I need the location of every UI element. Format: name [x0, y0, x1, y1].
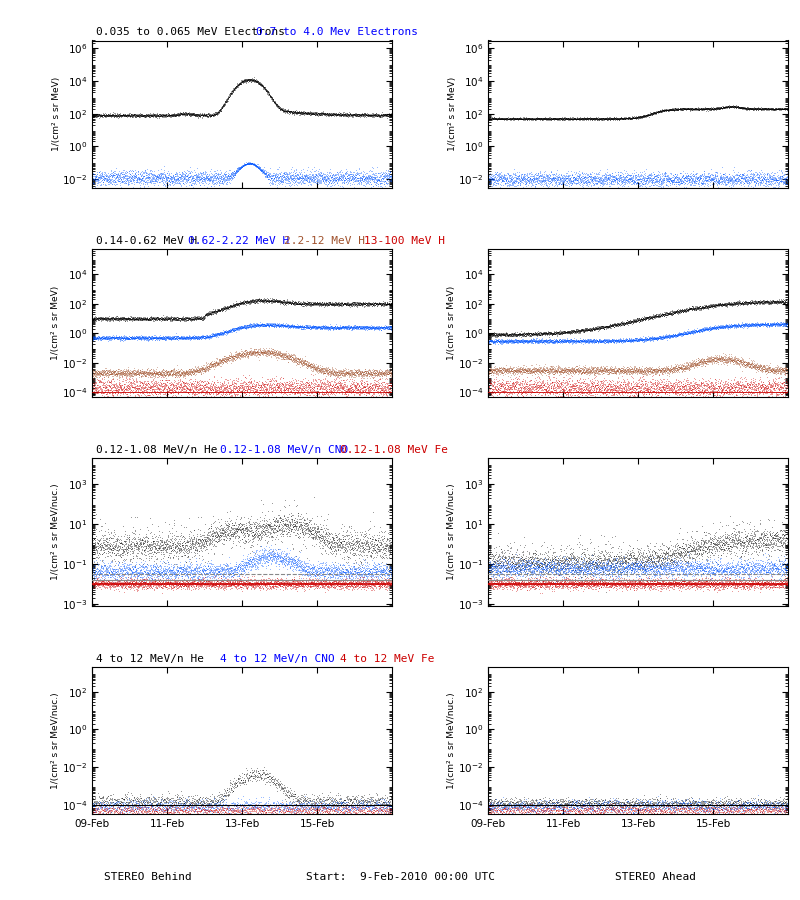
Y-axis label: 1/(cm² s sr MeV/nuc.): 1/(cm² s sr MeV/nuc.)	[51, 483, 60, 580]
Y-axis label: 1/(cm² s sr MeV): 1/(cm² s sr MeV)	[51, 76, 61, 151]
Text: 0.62-2.22 MeV H: 0.62-2.22 MeV H	[188, 236, 290, 246]
Text: STEREO Ahead: STEREO Ahead	[615, 872, 696, 882]
Y-axis label: 1/(cm² s sr MeV/nuc.): 1/(cm² s sr MeV/nuc.)	[447, 483, 456, 580]
Text: 2.2-12 MeV H: 2.2-12 MeV H	[284, 236, 365, 246]
Y-axis label: 1/(cm² s sr MeV): 1/(cm² s sr MeV)	[447, 76, 457, 151]
Text: Start:  9-Feb-2010 00:00 UTC: Start: 9-Feb-2010 00:00 UTC	[306, 872, 494, 882]
Text: 0.14-0.62 MeV H: 0.14-0.62 MeV H	[96, 236, 198, 246]
Y-axis label: 1/(cm² s sr MeV): 1/(cm² s sr MeV)	[51, 286, 60, 360]
Text: 0.12-1.08 MeV/n CNO: 0.12-1.08 MeV/n CNO	[220, 445, 348, 455]
Y-axis label: 1/(cm² s sr MeV/nuc.): 1/(cm² s sr MeV/nuc.)	[51, 693, 60, 789]
Text: 0.7 to 4.0 Mev Electrons: 0.7 to 4.0 Mev Electrons	[256, 27, 418, 37]
Y-axis label: 1/(cm² s sr MeV): 1/(cm² s sr MeV)	[447, 286, 456, 360]
Text: 0.12-1.08 MeV/n He: 0.12-1.08 MeV/n He	[96, 445, 218, 455]
Text: 4 to 12 MeV Fe: 4 to 12 MeV Fe	[340, 653, 434, 664]
Text: 13-100 MeV H: 13-100 MeV H	[364, 236, 445, 246]
Text: STEREO Behind: STEREO Behind	[104, 872, 192, 882]
Text: 4 to 12 MeV/n CNO: 4 to 12 MeV/n CNO	[220, 653, 334, 664]
Text: 0.12-1.08 MeV Fe: 0.12-1.08 MeV Fe	[340, 445, 448, 455]
Text: 4 to 12 MeV/n He: 4 to 12 MeV/n He	[96, 653, 204, 664]
Text: 0.035 to 0.065 MeV Electrons: 0.035 to 0.065 MeV Electrons	[96, 27, 285, 37]
Y-axis label: 1/(cm² s sr MeV/nuc.): 1/(cm² s sr MeV/nuc.)	[447, 693, 456, 789]
